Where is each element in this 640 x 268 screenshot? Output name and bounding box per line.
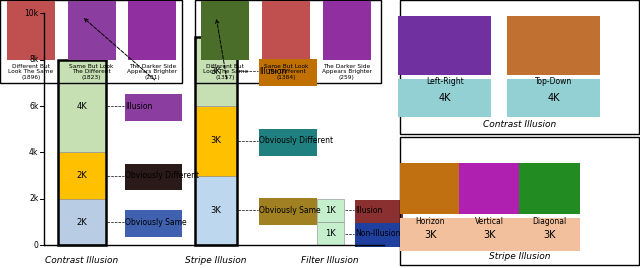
Bar bbox=[507, 79, 600, 117]
Text: 3K: 3K bbox=[483, 229, 496, 240]
Text: 3K: 3K bbox=[211, 67, 221, 76]
Bar bbox=[58, 152, 106, 199]
Text: Same But Look
The Different
(1823): Same But Look The Different (1823) bbox=[69, 64, 114, 80]
Text: 3K: 3K bbox=[424, 229, 436, 240]
Text: Left-Right: Left-Right bbox=[426, 77, 463, 86]
Bar bbox=[128, 1, 177, 60]
Bar bbox=[460, 218, 520, 251]
Text: Different But
Look The Same
(1357): Different But Look The Same (1357) bbox=[203, 64, 248, 80]
Text: 2K: 2K bbox=[76, 218, 87, 226]
Text: Obviously Different: Obviously Different bbox=[259, 136, 333, 146]
Bar bbox=[355, 200, 403, 224]
Text: 4K: 4K bbox=[438, 93, 451, 103]
Bar bbox=[58, 60, 106, 152]
Text: Illusion: Illusion bbox=[125, 102, 152, 111]
Bar bbox=[400, 218, 461, 251]
Bar bbox=[262, 1, 310, 60]
Text: Obviously Same: Obviously Same bbox=[259, 206, 321, 215]
Text: 3K: 3K bbox=[211, 206, 221, 215]
Text: Stripe Illusion: Stripe Illusion bbox=[488, 252, 550, 261]
Text: The Darker Side
Appears Brighter
(259): The Darker Side Appears Brighter (259) bbox=[322, 64, 372, 80]
Text: 4K: 4K bbox=[547, 93, 560, 103]
Bar bbox=[259, 59, 317, 86]
Text: The Darker Side
Appears Brighter
(281): The Darker Side Appears Brighter (281) bbox=[127, 64, 177, 80]
Text: 3K: 3K bbox=[543, 229, 556, 240]
Bar bbox=[519, 163, 580, 214]
Text: 2K: 2K bbox=[76, 171, 87, 180]
Text: Vertical: Vertical bbox=[475, 217, 504, 226]
Text: 10k: 10k bbox=[24, 9, 38, 18]
Text: Obviously Different: Obviously Different bbox=[125, 171, 199, 180]
Text: Filter Illusion: Filter Illusion bbox=[301, 256, 359, 265]
Bar bbox=[195, 0, 381, 83]
Bar bbox=[317, 199, 344, 222]
Text: Different But
Look The Same
(1896): Different But Look The Same (1896) bbox=[8, 64, 53, 80]
Text: 4K: 4K bbox=[76, 102, 87, 111]
Text: Illusion: Illusion bbox=[355, 206, 383, 215]
Bar bbox=[58, 60, 106, 245]
Text: 8k: 8k bbox=[29, 55, 38, 64]
Text: Contrast Illusion: Contrast Illusion bbox=[483, 120, 556, 129]
Bar bbox=[460, 163, 520, 214]
Text: Non-Illusion: Non-Illusion bbox=[355, 229, 401, 238]
Bar bbox=[507, 16, 600, 75]
Bar bbox=[400, 163, 461, 214]
Text: Illusion: Illusion bbox=[259, 67, 287, 76]
Bar bbox=[125, 210, 182, 237]
Text: Horizon: Horizon bbox=[415, 217, 445, 226]
Bar bbox=[355, 223, 403, 247]
Text: Diagonal: Diagonal bbox=[532, 217, 566, 226]
Bar bbox=[67, 1, 115, 60]
Bar bbox=[195, 36, 237, 106]
Bar bbox=[0, 0, 182, 83]
Bar bbox=[195, 36, 237, 245]
Text: 2k: 2k bbox=[29, 194, 38, 203]
Text: 3K: 3K bbox=[211, 136, 221, 146]
Bar bbox=[400, 0, 639, 134]
Text: 1K: 1K bbox=[325, 206, 335, 215]
Bar bbox=[195, 106, 237, 176]
Bar bbox=[317, 222, 344, 245]
Bar bbox=[195, 176, 237, 245]
Text: Top-Down: Top-Down bbox=[535, 77, 572, 86]
Bar bbox=[7, 1, 54, 60]
Text: Obviously Same: Obviously Same bbox=[125, 218, 186, 226]
Bar bbox=[398, 79, 492, 117]
Text: Same But Look
The Different
(1384): Same But Look The Different (1384) bbox=[264, 64, 308, 80]
Text: 0: 0 bbox=[33, 241, 38, 250]
Bar bbox=[398, 16, 492, 75]
Text: Contrast Illusion: Contrast Illusion bbox=[45, 256, 118, 265]
Text: 6k: 6k bbox=[29, 102, 38, 111]
Bar bbox=[519, 218, 580, 251]
Bar bbox=[259, 198, 317, 225]
Bar bbox=[58, 199, 106, 245]
Text: Stripe Illusion: Stripe Illusion bbox=[185, 256, 246, 265]
Bar bbox=[259, 129, 317, 156]
Bar bbox=[400, 137, 639, 265]
Bar bbox=[125, 163, 182, 190]
Bar bbox=[201, 1, 250, 60]
Bar bbox=[125, 94, 182, 121]
Text: 4k: 4k bbox=[29, 148, 38, 157]
Text: 1K: 1K bbox=[325, 229, 335, 238]
Bar bbox=[323, 1, 371, 60]
